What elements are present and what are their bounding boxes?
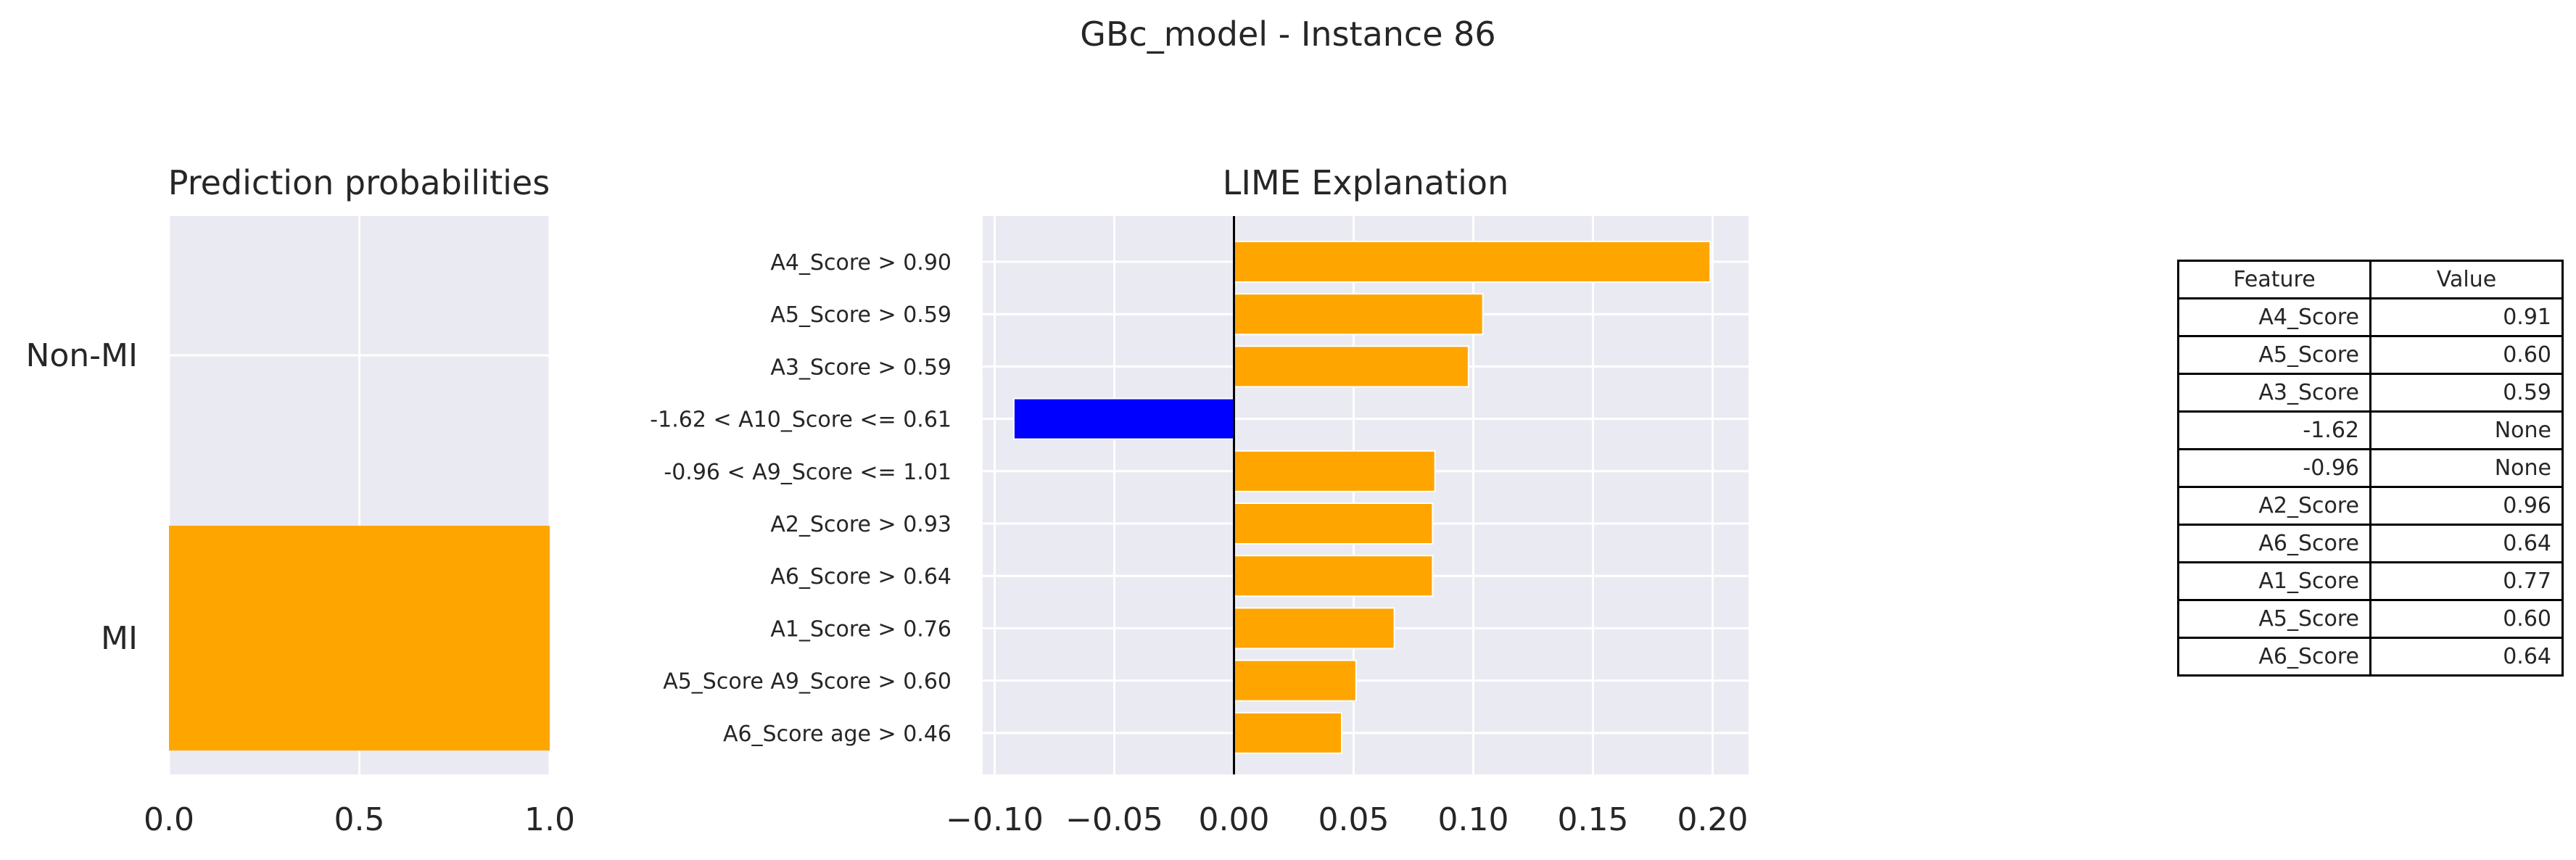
lime-bar (1233, 555, 1434, 598)
y-category-label: A3_Score > 0.59 (770, 355, 951, 380)
table-row: -0.96 None (2177, 448, 2564, 488)
y-category-label: Non-MI (25, 337, 138, 374)
table-row: -1.62 None (2177, 410, 2564, 450)
table-header-row: Feature Value (2177, 260, 2564, 299)
column-header: Value (2369, 260, 2564, 299)
bar-mi (169, 526, 550, 751)
lime-chart: −0.10 −0.05 0.00 0.05 0.10 0.15 0.20 A4_Score >… (650, 163, 1749, 838)
x-tick-label: 0.15 (1558, 801, 1629, 838)
table-row: A5_Score 0.60 (2177, 599, 2564, 639)
table-row: A3_Score 0.59 (2177, 373, 2564, 413)
lime-bar (1012, 397, 1235, 440)
value-cell: None (2369, 410, 2564, 450)
table-row: A5_Score 0.60 (2177, 335, 2564, 375)
feature-cell: A6_Score (2177, 524, 2371, 563)
y-category-label: MI (101, 620, 138, 657)
value-cell: None (2369, 448, 2564, 488)
feature-cell: A4_Score (2177, 297, 2371, 337)
table-row: A4_Score 0.91 (2177, 297, 2564, 337)
x-tick-label: −0.10 (946, 801, 1044, 838)
y-category-label: A1_Score > 0.76 (770, 616, 951, 642)
x-tick-label: 0.5 (334, 801, 385, 838)
value-cell: 0.77 (2369, 561, 2564, 601)
value-cell: 0.60 (2369, 335, 2564, 375)
feature-value-table: Feature Value A4_Score 0.91 A5_Score 0.60 A3_… (2177, 260, 2564, 677)
feature-cell: A6_Score (2177, 637, 2371, 677)
x-tick-label: 0.10 (1438, 801, 1509, 838)
table-row: A6_Score 0.64 (2177, 637, 2564, 677)
x-tick-label: 1.0 (524, 801, 575, 838)
x-tick-label: 0.00 (1199, 801, 1270, 838)
chart-title: Prediction probabilities (168, 163, 550, 202)
column-header: Feature (2177, 260, 2371, 299)
lime-bar (1233, 345, 1469, 388)
value-cell: 0.64 (2369, 524, 2564, 563)
chart-title: LIME Explanation (1223, 163, 1508, 202)
y-category-label: -0.96 < A9_Score <= 1.01 (664, 460, 951, 485)
feature-cell: A5_Score (2177, 599, 2371, 639)
table-row: A6_Score 0.64 (2177, 524, 2564, 563)
feature-cell: -0.96 (2177, 448, 2371, 488)
table-header: Feature Value (2177, 260, 2564, 299)
feature-cell: A1_Score (2177, 561, 2371, 601)
value-cell: 0.60 (2369, 599, 2564, 639)
y-category-label: A4_Score > 0.90 (770, 250, 951, 276)
lime-bar (1233, 659, 1357, 702)
table-row: A2_Score 0.96 (2177, 486, 2564, 526)
y-category-label: A5_Score > 0.59 (770, 302, 951, 328)
feature-cell: A5_Score (2177, 335, 2371, 375)
x-tick-label: 0.05 (1318, 801, 1390, 838)
y-category-label: A6_Score > 0.64 (770, 564, 951, 590)
figure-title: GBc_model - Instance 86 (1080, 15, 1495, 54)
lime-bar (1233, 450, 1436, 492)
table-body: A4_Score 0.91 A5_Score 0.60 A3_Score 0.59 -1.6… (2177, 297, 2564, 677)
probability-chart: 0.0 0.5 1.0 Non-MI MI Prediction probabilitie… (25, 163, 575, 838)
value-cell: 0.91 (2369, 297, 2564, 337)
x-tick-label: −0.05 (1065, 801, 1163, 838)
lime-bar (1233, 293, 1484, 336)
value-cell: 0.96 (2369, 486, 2564, 526)
y-category-label: A2_Score > 0.93 (770, 512, 951, 537)
y-category-label: -1.62 < A10_Score <= 0.61 (650, 408, 951, 433)
lime-bar (1233, 503, 1434, 545)
x-tick-label: 0.0 (144, 801, 194, 838)
lime-bar (1233, 607, 1395, 650)
x-tick-label: 0.20 (1677, 801, 1749, 838)
lime-bar (1233, 711, 1342, 754)
feature-cell: -1.62 (2177, 410, 2371, 450)
y-category-label: A5_Score A9_Score > 0.60 (663, 669, 951, 695)
value-cell: 0.59 (2369, 373, 2564, 413)
table-row: A1_Score 0.77 (2177, 561, 2564, 601)
value-cell: 0.64 (2369, 637, 2564, 677)
feature-cell: A2_Score (2177, 486, 2371, 526)
y-category-label: A6_Score age > 0.46 (723, 722, 951, 747)
feature-cell: A3_Score (2177, 373, 2371, 413)
lime-bar (1233, 241, 1712, 283)
